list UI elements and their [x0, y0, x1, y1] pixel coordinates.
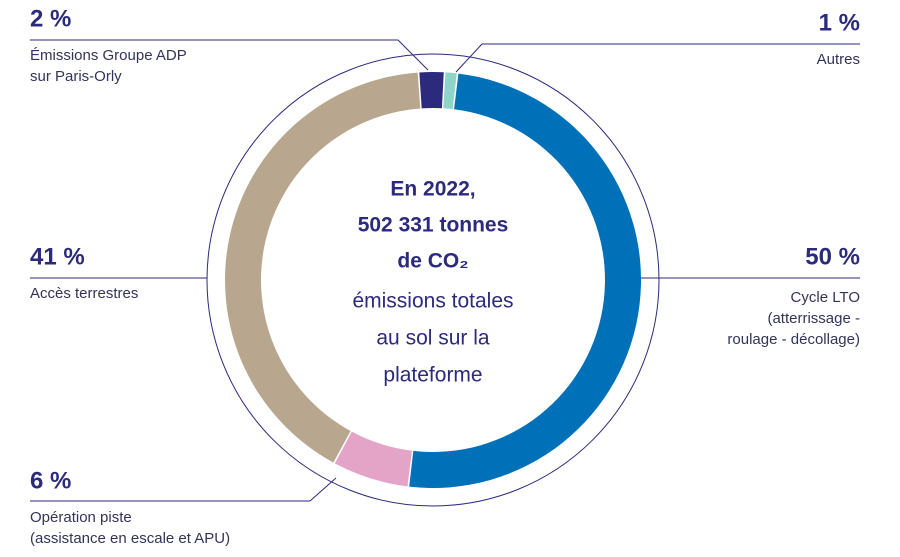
leader-line — [455, 43, 860, 73]
category-label: (atterrissage - — [767, 310, 860, 327]
category-label: Accès terrestres — [30, 285, 138, 302]
category-label: Autres — [817, 51, 860, 68]
donut-segment — [334, 431, 412, 487]
category-label: (assistance en escale et APU) — [30, 530, 230, 547]
donut-segment — [443, 72, 457, 110]
value-label: 6 % — [30, 467, 71, 494]
category-label: sur Paris-Orly — [30, 68, 122, 85]
center-text: de CO₂ — [397, 250, 468, 273]
value-label: 50 % — [805, 243, 860, 270]
donut-segment — [419, 72, 444, 109]
donut-segment — [409, 73, 642, 489]
value-label: 1 % — [819, 9, 860, 36]
value-label: 41 % — [30, 243, 85, 270]
outer-ring — [206, 53, 660, 507]
center-text: 502 331 tonnes — [358, 214, 509, 237]
leader-line — [30, 39, 429, 71]
center-text: émissions totales — [352, 290, 513, 313]
center-text: plateforme — [383, 364, 482, 387]
leader-line — [30, 477, 337, 502]
value-label: 2 % — [30, 5, 71, 32]
category-label: Émissions Groupe ADP — [30, 47, 187, 64]
category-label: roulage - décollage) — [727, 331, 860, 348]
center-text: au sol sur la — [376, 327, 490, 350]
category-label: Opération piste — [30, 509, 132, 526]
category-label: Cycle LTO — [791, 289, 860, 306]
center-text: En 2022, — [390, 178, 475, 201]
donut-segment — [225, 72, 421, 463]
